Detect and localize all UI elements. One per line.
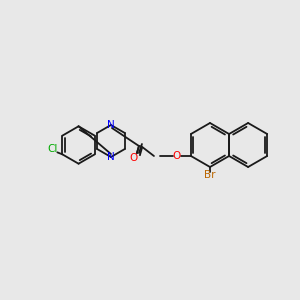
Text: O: O — [173, 151, 181, 161]
Text: O: O — [130, 153, 138, 163]
Text: Br: Br — [204, 170, 216, 180]
Text: N: N — [107, 152, 115, 162]
Text: N: N — [107, 120, 115, 130]
Text: Cl: Cl — [47, 144, 58, 154]
